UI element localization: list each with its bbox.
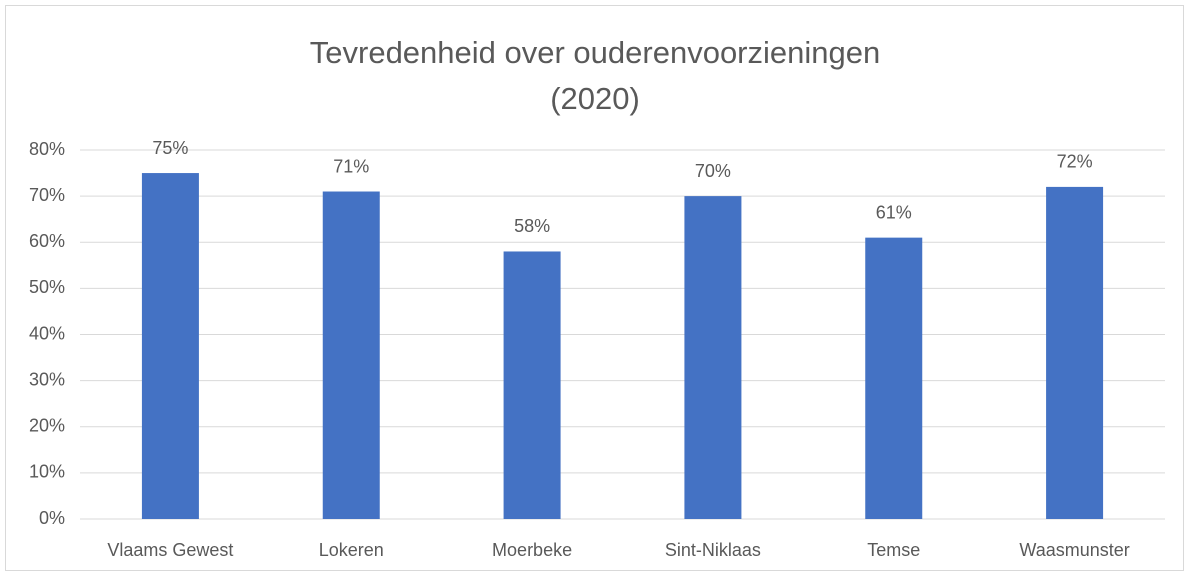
x-tick-label: Waasmunster xyxy=(1019,540,1129,560)
data-label: 58% xyxy=(514,216,550,236)
chart-border xyxy=(5,5,1184,571)
data-label: 71% xyxy=(333,156,369,176)
data-label: 72% xyxy=(1057,152,1093,172)
x-tick-label: Sint-Niklaas xyxy=(665,540,761,560)
y-tick-label: 20% xyxy=(29,416,65,436)
y-tick-label: 70% xyxy=(29,185,65,205)
y-tick-label: 40% xyxy=(29,323,65,343)
data-label: 70% xyxy=(695,161,731,181)
y-tick-label: 80% xyxy=(29,139,65,159)
x-tick-label: Vlaams Gewest xyxy=(107,540,233,560)
y-tick-label: 30% xyxy=(29,369,65,389)
x-tick-label: Moerbeke xyxy=(492,540,572,560)
bar xyxy=(1046,186,1104,519)
y-tick-label: 50% xyxy=(29,277,65,297)
y-tick-label: 10% xyxy=(29,462,65,482)
x-tick-label: Temse xyxy=(867,540,920,560)
bar xyxy=(684,196,742,519)
bar xyxy=(141,173,199,519)
bar xyxy=(503,251,561,519)
bar xyxy=(865,237,923,519)
chart-title: Tevredenheid over ouderenvoorzieningen (… xyxy=(309,35,881,116)
y-tick-label: 0% xyxy=(39,508,65,528)
y-tick-label: 60% xyxy=(29,231,65,251)
data-label: 75% xyxy=(152,138,188,158)
x-tick-label: Lokeren xyxy=(319,540,384,560)
bar xyxy=(322,191,380,519)
data-label: 61% xyxy=(876,202,912,222)
